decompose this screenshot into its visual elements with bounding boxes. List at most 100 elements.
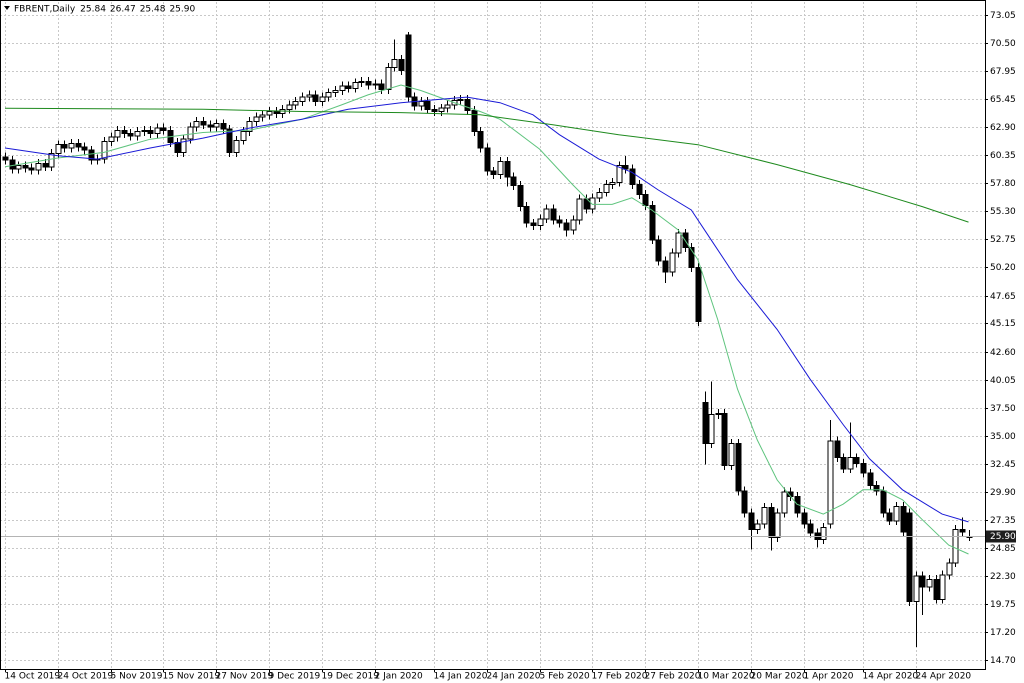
candle-body: [253, 116, 260, 122]
y-tick-label: 52.75: [990, 235, 1016, 245]
candle-body: [28, 167, 35, 171]
candle-body: [226, 128, 233, 153]
candle-body: [154, 127, 161, 135]
candle-body: [42, 162, 49, 168]
candle-body: [801, 512, 808, 525]
candle-body: [306, 94, 313, 98]
candle-body: [688, 247, 695, 268]
candle-body: [398, 59, 405, 72]
candle-body: [860, 462, 867, 474]
candle-body: [484, 147, 491, 172]
candle-body: [708, 414, 715, 444]
moving-average-line: [4, 96, 969, 523]
candle-body: [35, 162, 42, 171]
chart-header: FBRENT,Daily 25.84 26.47 25.48 25.90: [4, 5, 195, 15]
candle-body: [761, 507, 768, 525]
y-tick-label: 62.90: [990, 123, 1016, 133]
y-tick-label: 14.70: [990, 656, 1016, 666]
candle-body: [834, 440, 841, 459]
last-price-label: 25.90: [990, 532, 1016, 542]
candle-body: [207, 124, 214, 128]
candle-body: [781, 491, 788, 514]
candle-body: [820, 526, 827, 541]
candle-body: [424, 101, 431, 110]
candle-body: [530, 222, 537, 226]
candle-body: [108, 136, 115, 142]
y-tick-label: 17.20: [990, 628, 1016, 638]
candle-body: [147, 129, 154, 135]
y-tick-label: 65.45: [990, 95, 1016, 105]
candle-body: [464, 98, 471, 111]
x-tick-label: 1 Apr 2020: [804, 672, 854, 682]
candle-body: [748, 512, 755, 531]
candle-body: [114, 129, 121, 138]
candle-body: [240, 130, 247, 141]
candle-body: [570, 219, 577, 231]
x-tick-label: 2 Jan 2020: [375, 672, 423, 682]
candle-body: [378, 83, 385, 90]
x-tick-label: 5 Feb 2020: [540, 672, 591, 682]
candle-body: [319, 96, 326, 103]
candle-body: [471, 109, 478, 132]
candle-body: [121, 129, 128, 135]
candle-body: [695, 266, 702, 323]
candle-body: [292, 101, 299, 106]
candle-body: [477, 130, 484, 149]
candle-body: [385, 66, 392, 90]
candle-body: [431, 108, 438, 113]
x-tick-label: 14 Apr 2020: [863, 672, 919, 682]
plot: [0, 31, 985, 647]
candle-body: [754, 523, 761, 531]
candle-body: [906, 512, 913, 603]
moving-average-line: [4, 84, 969, 555]
y-tick-label: 73.05: [990, 11, 1016, 21]
candle-body: [900, 505, 907, 533]
candle-body: [939, 574, 946, 600]
candle-body: [926, 578, 933, 588]
x-tick-label: 19 Dec 2019: [322, 672, 380, 682]
candle-body: [213, 123, 220, 128]
candle-body: [543, 208, 550, 220]
candle-body: [774, 512, 781, 538]
x-tick-label: 9 Dec 2019: [269, 672, 321, 682]
last-price-tag: [986, 530, 1016, 543]
candle-body: [550, 208, 557, 221]
candle-body: [61, 144, 68, 149]
candle-body: [867, 472, 874, 486]
x-tick-label: 20 Mar 2020: [751, 672, 808, 682]
candle-body: [358, 81, 365, 84]
candle-body: [880, 490, 887, 514]
y-tick-label: 32.45: [990, 460, 1016, 470]
candle-body: [840, 457, 847, 470]
close-price: 25.90: [169, 5, 195, 15]
candle-body: [457, 98, 464, 101]
candle-body: [873, 484, 880, 492]
candle-body: [68, 143, 75, 149]
menu-arrow[interactable]: [4, 6, 10, 10]
candle-body: [933, 578, 940, 600]
low-price: 25.48: [140, 5, 166, 15]
open-price: 25.84: [80, 5, 106, 15]
candle-body: [556, 219, 563, 224]
candle-body: [266, 111, 273, 116]
candle-body: [622, 165, 629, 170]
candle-body: [946, 562, 953, 576]
candle-body: [523, 206, 530, 224]
y-tick-label: 55.30: [990, 207, 1016, 217]
candle-body: [55, 144, 62, 155]
candle-body: [702, 401, 709, 444]
y-tick-label: 67.95: [990, 67, 1016, 77]
candle-body: [48, 153, 55, 168]
candle-body: [893, 505, 900, 522]
candle-body: [134, 130, 141, 137]
y-tick-label: 37.50: [990, 404, 1016, 414]
plot-frame: [0, 0, 986, 670]
candle-body: [636, 184, 643, 195]
candle-body: [246, 120, 253, 132]
candle-body: [9, 159, 16, 170]
y-tick-label: 70.50: [990, 39, 1016, 49]
candle-body: [75, 143, 82, 148]
y-tick-label: 24.85: [990, 544, 1016, 554]
y-tick-label: 60.35: [990, 151, 1016, 161]
